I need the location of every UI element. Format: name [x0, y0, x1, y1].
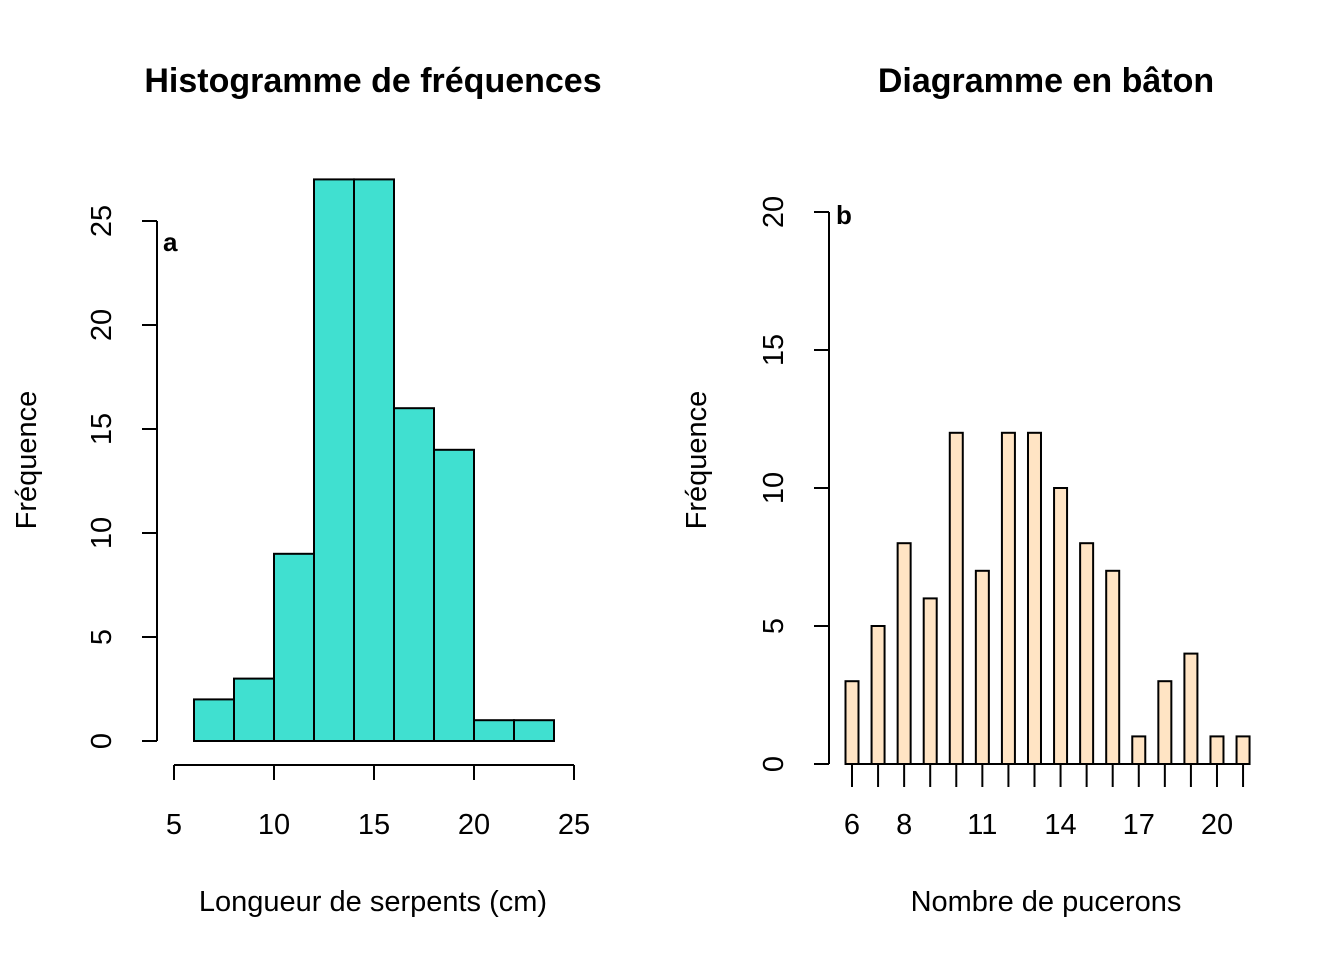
y-tick-label: 0: [86, 733, 118, 749]
y-tick-label: 20: [758, 196, 790, 228]
histogram-x-axis: 5 10 15 20 25: [166, 764, 590, 841]
histogram-panel: Histogramme de fréquences Longueur de se…: [11, 62, 602, 918]
bar-diagram-bar: [1079, 542, 1095, 766]
y-tick-label: 5: [758, 618, 790, 634]
histogram-x-label: Longueur de serpents (cm): [199, 886, 547, 918]
bar-diagram-y-axis: 0 5 10 15 20: [758, 196, 830, 772]
histogram-bar: [273, 552, 315, 742]
bar-diagram-bar: [1235, 735, 1251, 766]
histogram-bar: [393, 407, 435, 742]
bar-diagram-bar: [1000, 431, 1016, 765]
bar-diagram-y-label: Fréquence: [681, 391, 713, 530]
x-tick-label: 15: [358, 809, 390, 841]
histogram-y-axis: 0 5 10 15 20 25: [86, 205, 158, 749]
bar-diagram-x-axis: 6 8 11 14 17 20: [844, 763, 1245, 841]
x-tick-label: 8: [896, 809, 912, 841]
bar-diagram-bar: [1209, 735, 1225, 766]
histogram-bar: [433, 448, 475, 742]
bar-diagram-bar: [1183, 652, 1199, 765]
x-tick-label: 17: [1123, 809, 1155, 841]
bar-diagram-bar: [896, 542, 912, 766]
x-tick-label: 25: [558, 809, 590, 841]
y-tick-label: 10: [758, 472, 790, 504]
histogram-bar: [313, 178, 355, 742]
x-tick-label: 5: [166, 809, 182, 841]
bar-diagram-bar: [974, 569, 990, 765]
y-tick-label: 15: [86, 413, 118, 445]
y-tick-label: 10: [86, 517, 118, 549]
histogram-bar: [513, 719, 555, 743]
bar-diagram-bar: [1053, 487, 1069, 765]
x-tick-label: 6: [844, 809, 860, 841]
bar-diagram-bar: [844, 680, 860, 766]
histogram-panel-label: a: [163, 227, 178, 257]
x-tick-label: 14: [1044, 809, 1076, 841]
histogram-bar: [473, 719, 515, 743]
bar-diagram-bar: [1105, 569, 1121, 765]
histogram-bars: [193, 178, 555, 743]
histogram-bar: [233, 677, 275, 742]
y-tick-label: 25: [86, 205, 118, 237]
x-tick-label: 10: [258, 809, 290, 841]
y-tick-label: 20: [86, 309, 118, 341]
histogram-title: Histogramme de fréquences: [144, 62, 601, 100]
histogram-bar: [193, 698, 235, 743]
bar-diagram-bar: [948, 431, 964, 765]
bar-diagram-bar: [1131, 735, 1147, 766]
histogram-bar: [353, 178, 395, 742]
bar-diagram-panel-label: b: [836, 200, 852, 230]
y-tick-label: 5: [86, 629, 118, 645]
x-tick-label: 20: [1201, 809, 1233, 841]
histogram-y-label: Fréquence: [11, 391, 43, 530]
y-tick-label: 15: [758, 334, 790, 366]
x-tick-label: 11: [967, 809, 997, 841]
bar-diagram-bar: [1157, 680, 1173, 766]
bar-diagram-bars: [844, 431, 1251, 766]
bar-diagram-bar: [1026, 431, 1042, 765]
bar-diagram-bar: [870, 625, 886, 765]
x-tick-label: 20: [458, 809, 490, 841]
bar-diagram-panel: Diagramme en bâton Nombre de pucerons Fr…: [681, 62, 1251, 918]
bar-diagram-title: Diagramme en bâton: [878, 62, 1214, 100]
y-tick-label: 0: [758, 756, 790, 772]
bar-diagram-bar: [922, 597, 938, 766]
bar-diagram-x-label: Nombre de pucerons: [911, 886, 1182, 918]
